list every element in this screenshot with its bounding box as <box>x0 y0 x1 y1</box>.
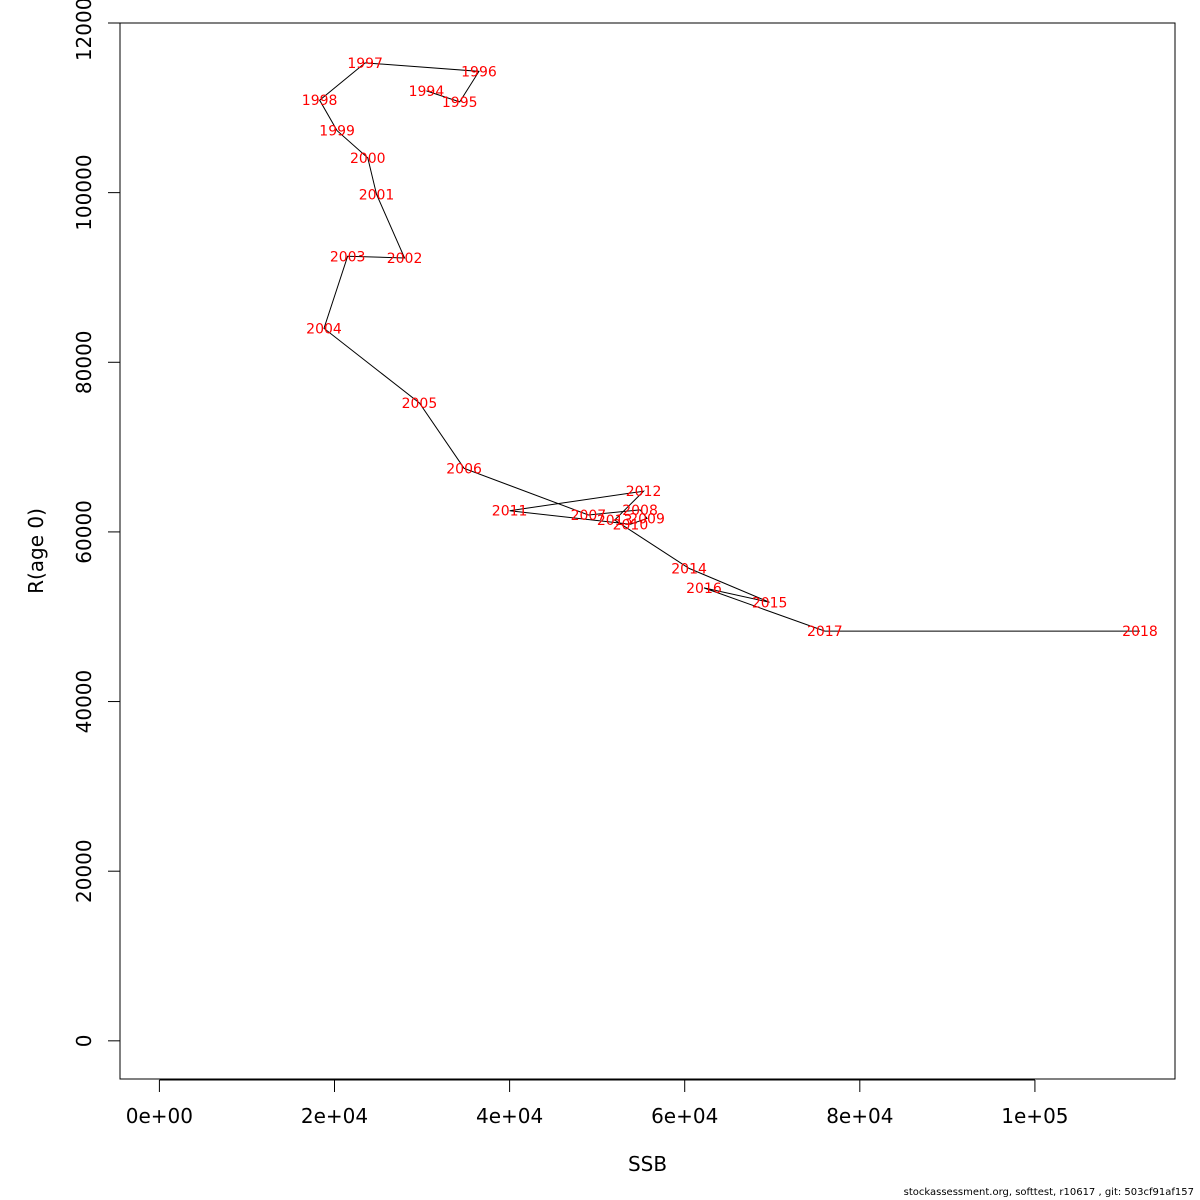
y-tick-label: 40000 <box>72 670 96 734</box>
x-tick-label: 1e+05 <box>1001 1104 1068 1128</box>
year-label-2017: 2017 <box>807 624 843 640</box>
x-tick-label: 4e+04 <box>476 1104 543 1128</box>
year-label-1996: 1996 <box>461 64 497 80</box>
x-tick-label: 8e+04 <box>826 1104 893 1128</box>
y-tick-label: 120000 <box>72 0 96 61</box>
x-tick-label: 6e+04 <box>651 1104 718 1128</box>
year-label-2009: 2009 <box>629 511 665 527</box>
year-label-2018: 2018 <box>1122 624 1158 640</box>
year-label-2010: 2010 <box>613 517 649 533</box>
y-tick-label: 100000 <box>72 154 96 230</box>
year-label-1999: 1999 <box>319 124 355 140</box>
year-label-2001: 2001 <box>359 187 395 203</box>
y-axis-title: R(age 0) <box>24 508 48 594</box>
year-label-2015: 2015 <box>752 595 788 611</box>
year-label-2012: 2012 <box>626 484 662 500</box>
year-label-2007: 2007 <box>571 508 607 524</box>
x-tick-label: 2e+04 <box>301 1104 368 1128</box>
y-tick-label: 0 <box>72 1034 96 1047</box>
y-tick-label: 60000 <box>72 500 96 564</box>
x-axis-title: SSB <box>628 1152 667 1176</box>
year-label-2013: 2013 <box>597 513 633 529</box>
year-label-2003: 2003 <box>330 249 366 265</box>
footer-credit: stockassessment.org, softtest, r10617 , … <box>903 1187 1194 1198</box>
year-label-1994: 1994 <box>409 84 445 100</box>
year-label-2008: 2008 <box>622 503 658 519</box>
plot-frame <box>119 22 1176 1080</box>
y-tick-label: 80000 <box>72 330 96 394</box>
year-label-2005: 2005 <box>402 396 438 412</box>
year-label-2004: 2004 <box>306 321 342 337</box>
year-label-2011: 2011 <box>492 504 528 520</box>
y-axis: 0 20000 40000 60000 80000 100000 120000 <box>72 0 121 1047</box>
year-label-2002: 2002 <box>387 251 423 267</box>
year-label-2014: 2014 <box>671 561 707 577</box>
year-label-2000: 2000 <box>350 151 386 167</box>
y-tick-label: 20000 <box>72 839 96 903</box>
year-label-2006: 2006 <box>446 461 482 477</box>
year-label-2016: 2016 <box>686 581 722 597</box>
recruitment-trajectory-line <box>318 62 1140 632</box>
year-label-1997: 1997 <box>347 56 383 72</box>
year-label-1995: 1995 <box>442 95 478 111</box>
x-axis: 0e+00 2e+04 4e+04 6e+04 8e+04 1e+05 <box>126 1079 1069 1128</box>
year-label-1998: 1998 <box>302 93 338 109</box>
x-tick-label: 0e+00 <box>126 1104 193 1128</box>
